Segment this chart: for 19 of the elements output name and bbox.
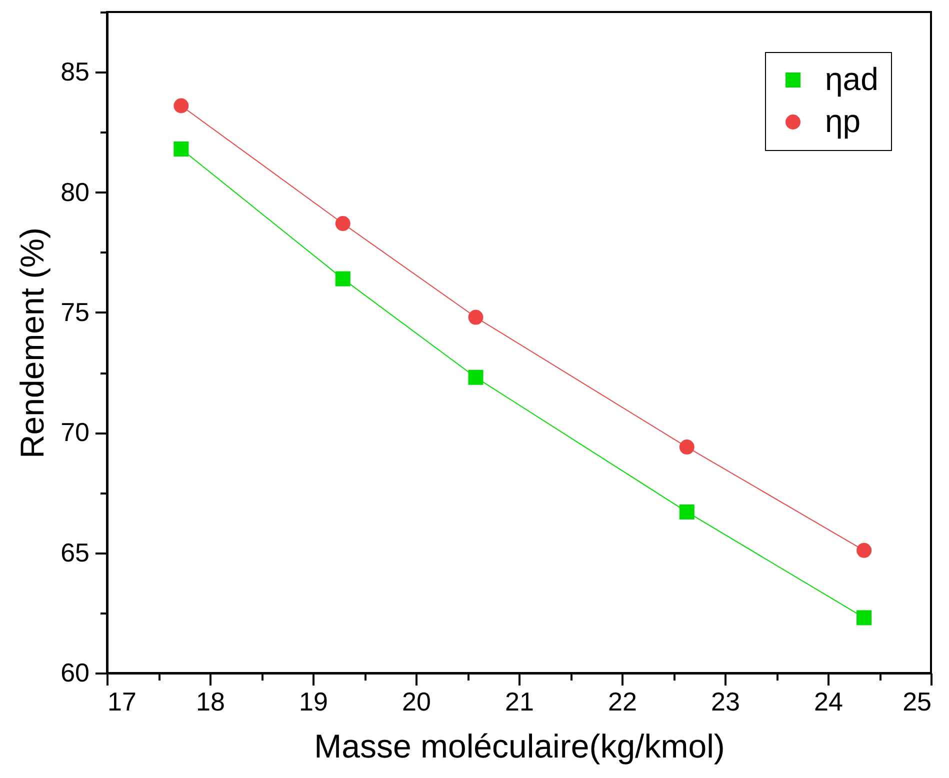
x-tick-label: 24 [814,686,843,716]
x-tick-label: 23 [711,686,740,716]
x-tick-label: 25 [902,686,932,716]
x-tick-label: 21 [505,686,534,716]
x-tick-label: 18 [196,686,225,716]
x-tick-label: 19 [299,686,328,716]
y-tick-label: 75 [60,296,90,327]
x-tick-label: 22 [608,686,637,716]
y-tick-label: 80 [60,176,90,207]
legend-label: ηad [825,61,878,97]
y-tick-label: 60 [60,658,90,688]
y-tick-label: 85 [60,56,90,87]
y-tick-label: 65 [60,537,90,568]
x-tick-label: 17 [108,686,136,716]
y-tick-label: 70 [60,417,90,448]
x-axis-title: Masse moléculaire(kg/kmol) [314,728,725,764]
y-axis-title: Rendement (%) [14,227,51,459]
x-tick-label: 20 [402,686,431,716]
legend-label: ηp [825,103,861,139]
